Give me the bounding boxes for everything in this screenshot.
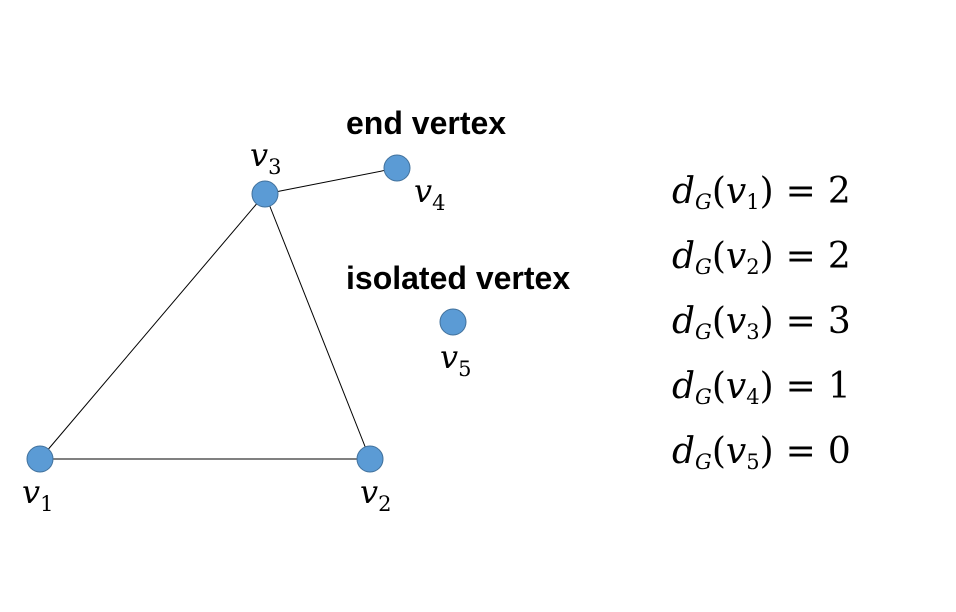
degree-var: v <box>725 366 747 407</box>
edge-v1-v3 <box>39 193 266 460</box>
degree-var: v <box>725 431 747 472</box>
vertex-label-subscript: 4 <box>432 191 445 215</box>
degree-equation: dG(v3) = 3 <box>672 298 851 363</box>
equals-sign: = <box>785 431 816 472</box>
edge-v3-v4 <box>264 167 398 195</box>
vertex-label-v3: v3 <box>250 136 281 179</box>
vertex-label-letter: v <box>414 172 432 210</box>
vertex-label-letter: v <box>360 473 378 511</box>
degree-equation: dG(v5) = 0 <box>672 428 851 493</box>
vertex-label-subscript: 5 <box>458 357 471 381</box>
close-paren: ) <box>759 366 774 407</box>
degree-fn-subscript: G <box>695 450 712 474</box>
degree-var: v <box>725 171 747 212</box>
open-paren: ( <box>711 171 726 212</box>
vertex-label-letter: v <box>250 136 268 174</box>
vertex-label-letter: v <box>22 473 40 511</box>
open-paren: ( <box>711 366 726 407</box>
degree-fn-subscript: G <box>695 320 712 344</box>
edges <box>39 167 398 460</box>
degree-var-subscript: 2 <box>746 255 760 279</box>
vertices <box>26 154 467 473</box>
degree-fn: d <box>672 366 696 407</box>
degree-fn: d <box>672 431 696 472</box>
equals-sign: = <box>785 301 816 342</box>
edge-v2-v3 <box>264 193 371 460</box>
vertex-label-v5: v5 <box>440 338 471 381</box>
vertex-label-subscript: 3 <box>268 155 281 179</box>
equals-sign: = <box>785 236 816 277</box>
close-paren: ) <box>759 171 774 212</box>
degree-fn-subscript: G <box>695 255 712 279</box>
vertex-v5 <box>439 308 467 336</box>
open-paren: ( <box>711 301 726 342</box>
vertex-label-subscript: 2 <box>378 492 391 516</box>
vertex-v3 <box>251 180 279 208</box>
degree-value: 1 <box>827 366 851 407</box>
vertex-label-v1: v1 <box>22 473 53 516</box>
vertex-v1 <box>26 445 54 473</box>
degree-fn: d <box>672 301 696 342</box>
degree-var-subscript: 5 <box>746 450 760 474</box>
equals-sign: = <box>785 171 816 212</box>
isolated-vertex-annotation: isolated vertex <box>346 260 571 296</box>
degree-fn: d <box>672 236 696 277</box>
degree-fn-subscript: G <box>695 190 712 214</box>
degree-list: dG(v1) = 2 dG(v2) = 2 dG(v3) = 3 dG(v4) = 1 dG(v5) = 0 <box>672 168 851 493</box>
degree-var: v <box>725 236 747 277</box>
degree-equation: dG(v2) = 2 <box>672 233 851 298</box>
degree-value: 2 <box>827 236 851 277</box>
degree-fn-subscript: G <box>695 385 712 409</box>
close-paren: ) <box>759 431 774 472</box>
close-paren: ) <box>759 301 774 342</box>
open-paren: ( <box>711 431 726 472</box>
degree-fn: d <box>672 171 696 212</box>
vertex-v2 <box>356 445 384 473</box>
degree-var: v <box>725 301 747 342</box>
degree-value: 2 <box>827 171 851 212</box>
degree-equation: dG(v1) = 2 <box>672 168 851 233</box>
degree-var-subscript: 3 <box>746 320 760 344</box>
degree-value: 3 <box>827 301 851 342</box>
equals-sign: = <box>785 366 816 407</box>
vertex-label-subscript: 1 <box>40 492 53 516</box>
degree-var-subscript: 4 <box>746 385 760 409</box>
vertex-label-v2: v2 <box>360 473 391 516</box>
end-vertex-annotation: end vertex <box>346 105 507 141</box>
degree-value: 0 <box>827 431 851 472</box>
degree-equation: dG(v4) = 1 <box>672 363 851 428</box>
close-paren: ) <box>759 236 774 277</box>
open-paren: ( <box>711 236 726 277</box>
degree-var-subscript: 1 <box>746 190 760 214</box>
vertex-label-letter: v <box>440 338 458 376</box>
vertex-v4 <box>383 154 411 182</box>
vertex-label-v4: v4 <box>414 172 445 215</box>
